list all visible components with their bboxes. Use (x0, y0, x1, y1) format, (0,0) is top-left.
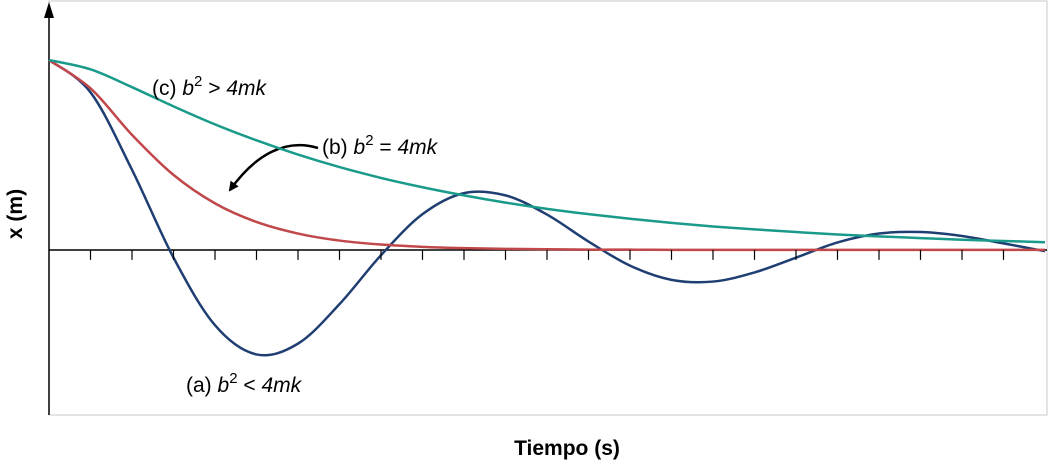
ann-var: b (354, 136, 366, 159)
ann-var: b (182, 77, 194, 100)
annotation-c: (c) b2 > 4mk (152, 68, 268, 100)
x-axis-label: Tiempo (s) (514, 437, 620, 460)
y-axis-arrow (44, 2, 54, 18)
ann-rel: > (208, 77, 220, 100)
ann-var: b (218, 374, 230, 397)
ann-exp: 2 (194, 73, 202, 90)
series-line (48, 59, 1046, 357)
series-line (48, 58, 1046, 244)
annotation-arrow (228, 143, 319, 192)
annotation-a: (a) b2 < 4mk (186, 365, 303, 397)
series-line (48, 59, 1045, 252)
ann-prefix: (c) (152, 77, 177, 100)
curves (48, 58, 1046, 357)
ann-rhs: 4mk (226, 77, 267, 100)
ann-rhs: 4mk (262, 374, 303, 397)
ann-prefix: (a) (186, 374, 212, 397)
y-axis-label: x (m) (4, 189, 27, 239)
ann-exp: 2 (229, 370, 237, 387)
annotation-b: (b) b2 = 4mk (322, 127, 439, 159)
ann-rel: = (379, 136, 391, 159)
ann-rhs: 4mk (398, 136, 439, 159)
ann-exp: 2 (365, 132, 373, 149)
ann-prefix: (b) (322, 136, 348, 159)
ann-rel: < (243, 374, 255, 397)
